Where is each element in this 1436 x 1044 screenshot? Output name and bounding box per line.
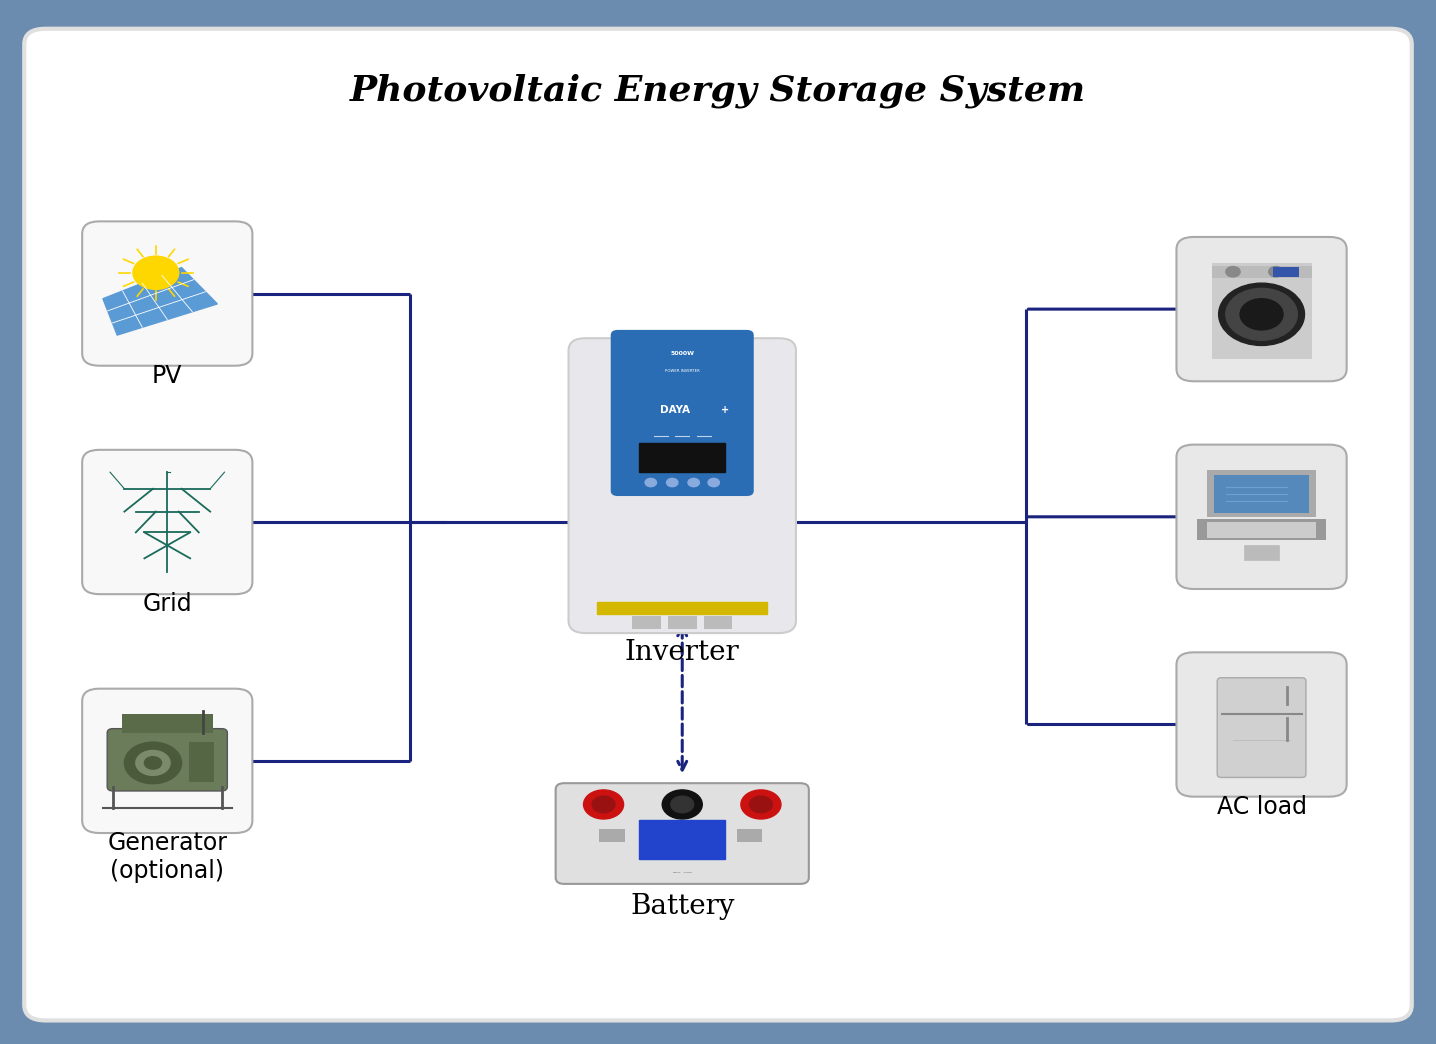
Circle shape (708, 478, 719, 487)
FancyBboxPatch shape (108, 729, 227, 791)
Circle shape (741, 790, 781, 818)
Circle shape (662, 790, 702, 818)
Circle shape (1226, 288, 1297, 340)
Bar (668, 617, 696, 628)
Circle shape (125, 742, 181, 784)
Circle shape (1269, 266, 1282, 277)
Text: AC load: AC load (1216, 794, 1307, 818)
Bar (704, 617, 732, 628)
Text: ___  ___: ___ ___ (672, 868, 692, 873)
Text: PV: PV (152, 363, 182, 387)
FancyBboxPatch shape (1176, 652, 1347, 797)
Bar (599, 829, 625, 841)
Text: DAYA: DAYA (661, 405, 691, 414)
FancyBboxPatch shape (1176, 445, 1347, 589)
FancyBboxPatch shape (610, 330, 754, 496)
Text: Photovoltaic Energy Storage System: Photovoltaic Energy Storage System (350, 74, 1086, 109)
Text: +: + (721, 405, 729, 414)
Bar (597, 602, 767, 615)
Circle shape (1241, 299, 1282, 330)
Bar (639, 820, 725, 859)
Text: Inverter: Inverter (625, 639, 740, 666)
Circle shape (1226, 266, 1241, 277)
Circle shape (645, 478, 656, 487)
Text: Battery: Battery (630, 893, 734, 920)
Bar (1208, 470, 1315, 517)
Bar (1215, 475, 1308, 513)
FancyBboxPatch shape (1176, 237, 1347, 381)
Bar (1245, 545, 1278, 561)
Text: 5000W: 5000W (671, 351, 694, 356)
FancyBboxPatch shape (24, 29, 1412, 1020)
FancyBboxPatch shape (556, 783, 808, 884)
Circle shape (688, 478, 699, 487)
Circle shape (136, 751, 169, 776)
Text: POWER INVERTER: POWER INVERTER (665, 370, 699, 374)
Text: Grid: Grid (142, 592, 192, 616)
Circle shape (671, 797, 694, 813)
Bar (1212, 263, 1311, 359)
Bar (737, 829, 763, 841)
Bar (1212, 265, 1311, 278)
FancyBboxPatch shape (1218, 678, 1305, 778)
Bar (1272, 266, 1298, 277)
Circle shape (1219, 283, 1304, 346)
Circle shape (592, 797, 615, 813)
Circle shape (134, 256, 178, 289)
Bar (122, 714, 213, 733)
FancyBboxPatch shape (569, 338, 796, 633)
FancyBboxPatch shape (82, 689, 253, 833)
Circle shape (666, 478, 678, 487)
Bar (1198, 519, 1325, 540)
Circle shape (750, 797, 773, 813)
Bar (632, 617, 661, 628)
Text: Generator
(optional): Generator (optional) (108, 831, 227, 883)
FancyBboxPatch shape (82, 450, 253, 594)
Bar (188, 742, 214, 782)
Circle shape (145, 757, 162, 769)
FancyBboxPatch shape (82, 221, 253, 365)
Polygon shape (103, 267, 217, 335)
Circle shape (583, 790, 623, 818)
Bar (1208, 522, 1315, 538)
Bar (639, 443, 725, 472)
